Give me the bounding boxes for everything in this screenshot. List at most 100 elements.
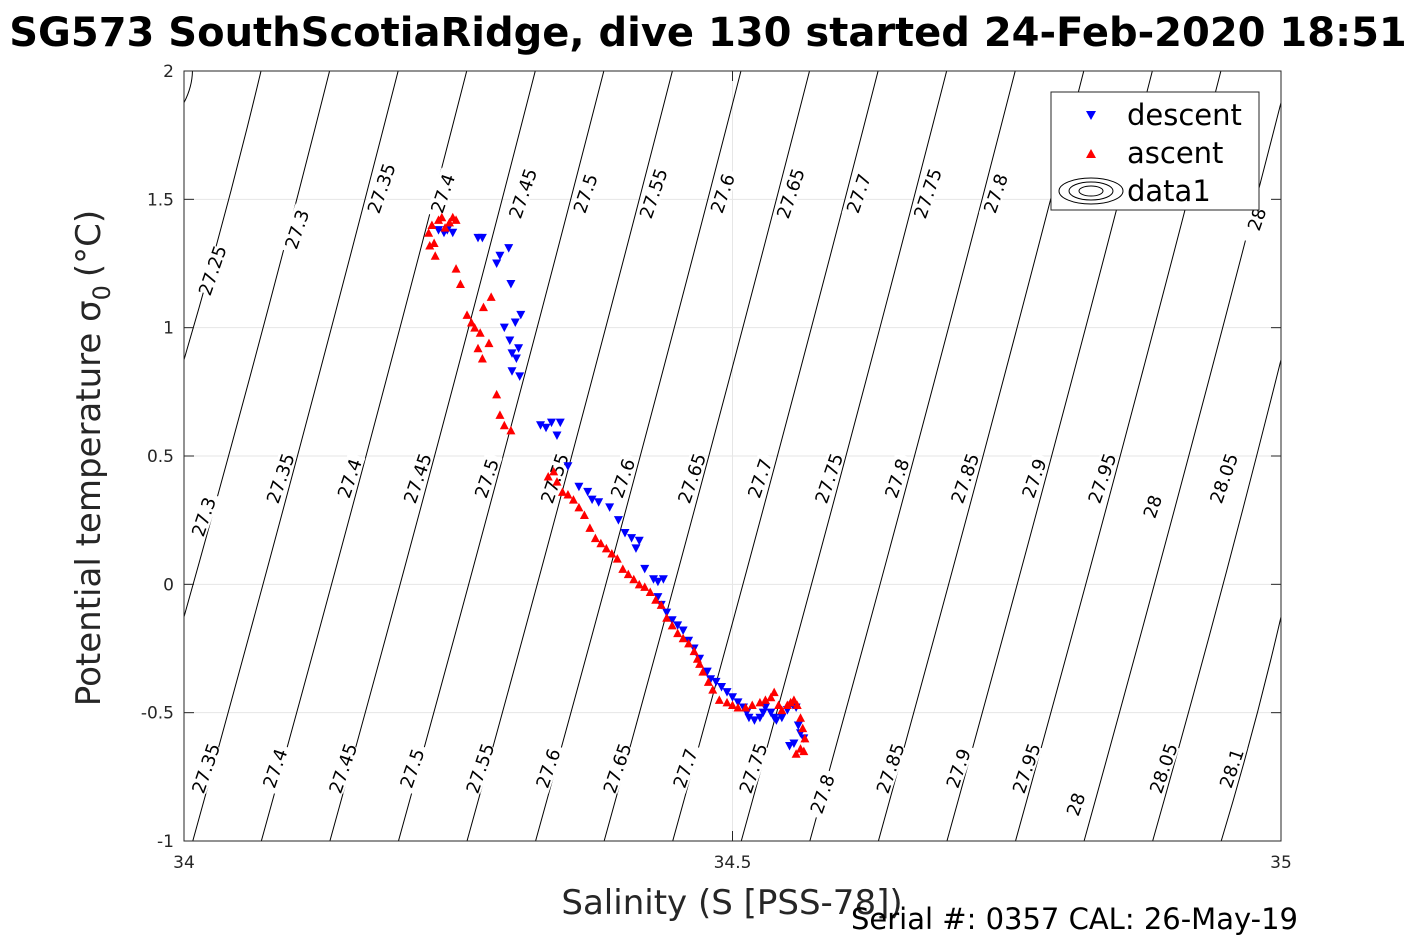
contour-label-bg: [880, 452, 913, 504]
descent-point: [505, 336, 515, 345]
contour-label: 27.3: [186, 491, 221, 543]
contour-label-bg: [600, 742, 633, 794]
contour-label-bg: [1146, 742, 1180, 794]
y-tick-label: 0.5: [147, 447, 174, 467]
descent-point: [653, 593, 663, 602]
ascent-point: [662, 613, 672, 622]
contour-label-bg: [941, 742, 975, 794]
ascent-point: [451, 264, 461, 273]
ascent-point: [774, 700, 784, 709]
descent-point: [605, 503, 615, 512]
contour-label-bg: [463, 742, 496, 794]
descent-point: [785, 742, 795, 751]
descent-point: [662, 608, 672, 618]
ascent-point: [473, 343, 483, 353]
descent-point: [755, 713, 765, 723]
ascent-point: [800, 733, 810, 743]
ascent-point: [484, 338, 494, 348]
ascent-point: [612, 554, 622, 563]
ascent-point: [689, 646, 699, 656]
contour-label-bg: [841, 167, 875, 219]
ascent-point: [492, 389, 502, 399]
x-tick-label: 35: [1270, 853, 1292, 873]
contour-label-bg: [1085, 452, 1118, 504]
y-axis-label-unit: (°C): [69, 210, 109, 277]
ascent-point: [486, 292, 496, 301]
descent-point: [507, 367, 517, 376]
isopycnal-line: [466, 70, 673, 842]
descent-point: [744, 713, 754, 723]
ascent-point: [629, 574, 639, 584]
isopycnal-line: [1220, 616, 1282, 842]
ascent-point: [640, 582, 650, 591]
isopycnal-line: [329, 70, 536, 842]
ascent-point: [462, 310, 472, 319]
y-tick-label: 1.5: [147, 190, 174, 210]
ascent-point: [703, 677, 713, 686]
y-tick-label: 1: [163, 319, 174, 339]
descent-point: [563, 462, 573, 471]
ascent-point: [557, 487, 567, 496]
ascent-point: [623, 569, 633, 579]
ascent-point: [430, 251, 440, 260]
contour-label-bg: [736, 742, 770, 794]
descent-point: [673, 621, 683, 630]
descent-point: [546, 418, 556, 428]
contour-label-bg: [531, 742, 564, 794]
axis-ticks: 34 34.5 35 -1 -0.5 0 0.5 1 1.5 2: [141, 62, 1292, 873]
descent-point: [777, 713, 787, 723]
ascent-point: [455, 279, 465, 289]
contour-label-bg: [263, 452, 297, 504]
descent-point: [552, 431, 562, 440]
contour-label-bg: [258, 742, 291, 794]
descent-point: [434, 226, 444, 235]
descent-point: [717, 683, 727, 692]
descent-point: [587, 495, 597, 505]
ascent-point: [444, 217, 454, 227]
ascent-point: [747, 700, 757, 709]
ascent-point: [574, 502, 584, 512]
descent-point: [555, 418, 565, 428]
contour-label-bg: [1135, 480, 1169, 532]
descent-point: [507, 349, 517, 358]
legend-descent-marker-icon: [1086, 111, 1096, 120]
legend-contour-icon: [1058, 177, 1124, 205]
ascent-point: [714, 695, 724, 704]
contour-label-bg: [873, 742, 907, 794]
descent-point: [634, 536, 644, 546]
contour-label-bg: [1206, 452, 1240, 504]
contour-label-bg: [537, 452, 571, 504]
descent-point: [620, 529, 630, 538]
contour-label-bg: [948, 452, 981, 504]
descent-point: [789, 739, 799, 748]
contour-label-bg: [910, 167, 944, 219]
ascent-point: [590, 533, 600, 543]
y-tick-label: -0.5: [141, 704, 174, 724]
ascent-point: [506, 425, 516, 435]
isopycnal-line: [192, 70, 399, 842]
ascent-point: [466, 318, 476, 327]
ascent-point: [563, 490, 573, 499]
descent-point: [506, 280, 516, 289]
y-tick-label: -1: [157, 832, 174, 852]
contour-label-bg: [506, 167, 539, 219]
ascent-point: [607, 549, 617, 558]
contour-label-bg: [636, 167, 670, 219]
isopycnal-line: [183, 70, 193, 103]
ascent-point: [651, 595, 661, 604]
y-tick-label: 2: [163, 62, 174, 82]
isopycnal-line: [603, 70, 810, 842]
descent-point: [649, 575, 659, 584]
descent-point: [515, 372, 525, 381]
descent-point: [477, 233, 487, 243]
ascent-point: [656, 600, 666, 609]
ascent-point: [427, 220, 437, 229]
descent-point: [640, 564, 650, 574]
y-axis-label-main: Potential temperature σ: [69, 300, 109, 706]
x-tick-label: 34: [173, 853, 195, 873]
descent-point: [583, 487, 593, 497]
legend: descent ascent data1: [1050, 91, 1260, 211]
ascent-point: [475, 328, 485, 337]
ascent-point: [791, 749, 801, 758]
